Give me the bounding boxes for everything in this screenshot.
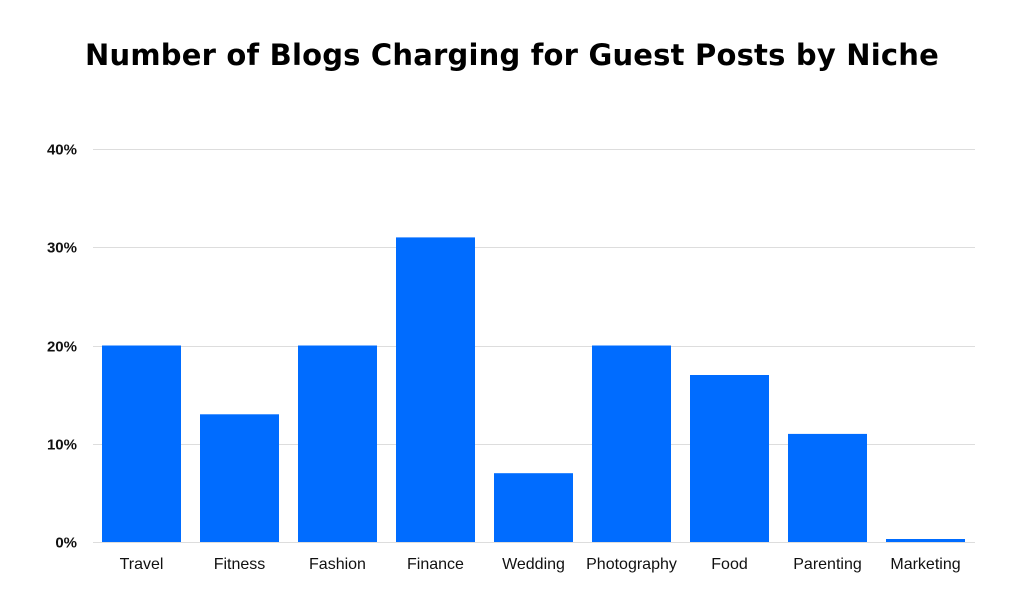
bar-parenting [788,433,867,542]
y-tick-label: 20% [47,339,77,356]
y-tick-label: 0% [55,535,77,552]
bars [102,237,965,542]
y-tick-label: 40% [47,142,77,159]
category-label-marketing: Marketing [890,556,960,573]
y-tick-label: 30% [47,240,77,257]
x-axis-category-labels: Travel Fitness Fashion Finance Wedding Photog… [120,556,961,573]
bar-marketing [886,539,965,542]
bar-food [690,375,769,542]
category-label-food: Food [711,556,747,573]
bar-wedding [494,473,573,542]
y-tick-label: 10% [47,437,77,454]
category-label-fitness: Fitness [214,556,266,573]
bar-fitness [200,414,279,542]
category-label-travel: Travel [120,556,164,573]
category-label-fashion: Fashion [309,556,366,573]
category-label-photography: Photography [586,556,677,573]
chart-title: Number of Blogs Charging for Guest Posts… [85,38,939,72]
category-label-finance: Finance [407,556,464,573]
bar-travel [102,345,181,542]
category-label-wedding: Wedding [502,556,565,573]
bar-photography [592,345,671,542]
category-label-parenting: Parenting [793,556,862,573]
bar-fashion [298,345,377,542]
y-axis-tick-labels: 0% 10% 20% 30% 40% [47,142,77,552]
bar-finance [396,237,475,542]
